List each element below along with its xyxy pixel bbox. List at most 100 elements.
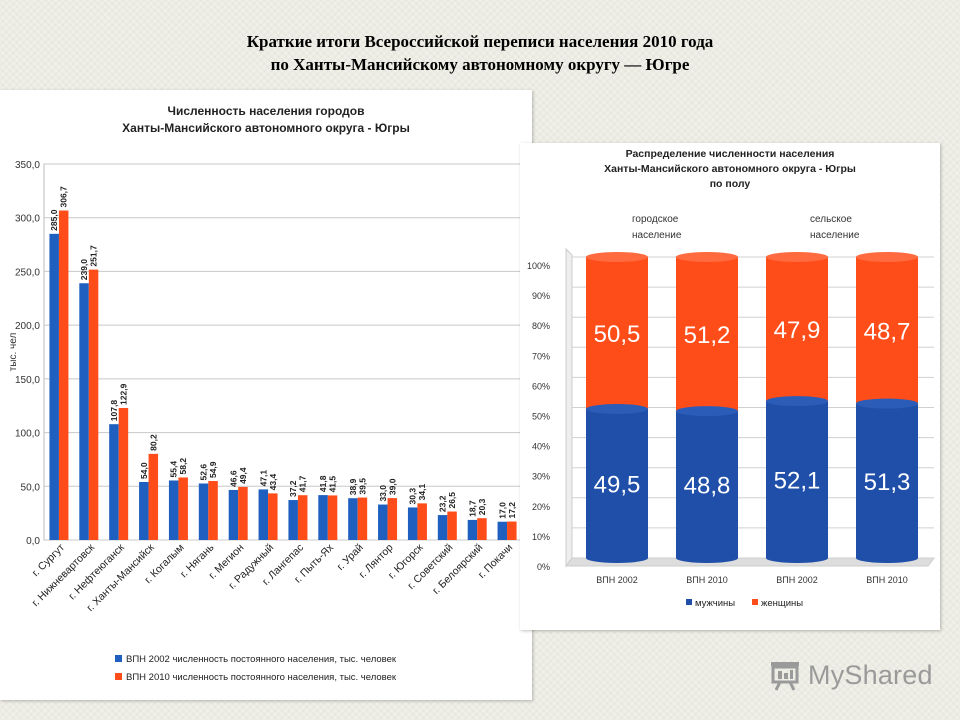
legend-swatch [752, 599, 758, 605]
data-label: 17,2 [507, 502, 517, 519]
legend-swatch [115, 673, 122, 680]
bar-segment-edge [586, 404, 648, 415]
y-tick-label: 350,0 [15, 160, 40, 171]
data-label: 17,0 [497, 502, 507, 519]
data-label: 54,0 [139, 462, 149, 479]
chart-title: Численность населения городов Ханты-Манси… [122, 104, 410, 135]
logo-text: MyShared [808, 659, 933, 690]
bar [49, 233, 59, 541]
bar [228, 489, 239, 540]
data-label: 33,0 [378, 485, 388, 502]
y-tick-label: 100% [527, 261, 550, 271]
bar [208, 481, 218, 540]
bar-segment-edge [766, 396, 828, 407]
data-label: 49,5 [594, 472, 641, 499]
side-wall [565, 247, 573, 568]
y-tick-label: 200,0 [15, 321, 40, 332]
bar [79, 283, 89, 540]
data-label: 80,2 [148, 434, 158, 451]
legend-label: мужчины [695, 598, 735, 609]
bar [297, 495, 308, 540]
data-label: 122,9 [118, 383, 128, 405]
bar-segment-female [676, 257, 738, 412]
legend-swatch [115, 655, 122, 662]
y-tick-label: 100,0 [15, 429, 40, 440]
bar [178, 477, 188, 540]
y-tick-label: 250,0 [15, 267, 40, 278]
bar-segment-male [766, 401, 828, 558]
city-population-chart: Численность населения городов Ханты-Манси… [8, 104, 523, 683]
data-label: 47,1 [258, 470, 268, 487]
legend-label: ВПН 2010 численность постоянного населен… [126, 672, 397, 683]
gender-distribution-chart: Распределение численности населения Ханты… [527, 148, 935, 609]
y-tick-label: 90% [532, 291, 550, 301]
bar [288, 500, 298, 540]
data-label: 48,8 [684, 473, 731, 500]
data-label: 51,3 [864, 469, 911, 496]
data-label: 107,8 [109, 400, 119, 422]
data-label: 38,9 [348, 478, 358, 495]
data-label: 41,7 [298, 475, 308, 492]
bar-segment-female [856, 257, 918, 404]
y-axis-label: тыс. чел [8, 333, 19, 372]
data-label: 39,0 [387, 478, 397, 495]
data-label: 18,7 [467, 500, 477, 517]
x-tick-label: ВПН 2002 [596, 575, 638, 585]
data-label: 30,3 [408, 488, 418, 505]
bar-segment-male [586, 409, 648, 558]
bar [168, 480, 179, 540]
y-tick-label: 10% [532, 532, 550, 542]
y-tick-label: 70% [532, 351, 550, 361]
slide-title-line1: Краткие итоги Всероссийской переписи нас… [246, 32, 714, 51]
data-label: 285,0 [49, 209, 59, 231]
data-label: 39,5 [357, 478, 367, 495]
bar [327, 495, 338, 540]
bar [148, 453, 159, 540]
myshared-logo: MyShared [768, 655, 933, 695]
data-label: 251,7 [89, 245, 99, 267]
bar-segment-male [856, 403, 918, 558]
x-tick-label: ВПН 2002 [776, 575, 818, 585]
annotation-label: сельское население [810, 214, 860, 241]
bar-cap [586, 252, 648, 262]
chart-title: Распределение численности населения Ханты… [604, 148, 856, 190]
bar [357, 497, 368, 540]
y-tick-label: 60% [532, 381, 550, 391]
bar [447, 511, 457, 540]
y-tick-label: 300,0 [15, 214, 40, 225]
legend-swatch [686, 599, 692, 605]
bar [139, 481, 149, 540]
bar-segment-edge [676, 406, 738, 417]
bar-cap [676, 252, 738, 262]
gender-distribution-chart-panel: Распределение численности населения Ханты… [520, 143, 940, 630]
data-label: 52,6 [199, 464, 209, 481]
bar [507, 521, 517, 540]
data-label: 54,9 [208, 461, 218, 478]
x-tick-label: ВПН 2010 [866, 575, 908, 585]
y-tick-label: 0,0 [26, 536, 40, 547]
y-tick-label: 20% [532, 502, 550, 512]
bar [238, 486, 248, 540]
y-tick-label: 30% [532, 472, 550, 482]
data-label: 50,5 [594, 321, 641, 348]
presentation-board-icon [771, 662, 799, 691]
bar-base [766, 553, 828, 563]
slide-title-line2: по Ханты-Мансийскому автономному округу … [270, 55, 690, 74]
bar-segment-female [586, 257, 648, 410]
bar [118, 407, 129, 540]
data-label: 46,6 [228, 470, 238, 487]
bar [497, 521, 508, 540]
data-label: 34,1 [417, 484, 427, 501]
y-tick-label: 50% [532, 412, 550, 422]
data-label: 306,7 [59, 186, 69, 208]
bar [88, 269, 99, 540]
bar [437, 515, 448, 540]
bar [407, 507, 418, 540]
bar [268, 493, 278, 540]
bar [258, 489, 269, 540]
data-label: 47,9 [774, 317, 821, 344]
data-label: 43,4 [268, 474, 278, 491]
data-label: 55,4 [169, 461, 179, 478]
data-label: 48,7 [864, 318, 911, 345]
bar-segment-male [676, 411, 738, 558]
